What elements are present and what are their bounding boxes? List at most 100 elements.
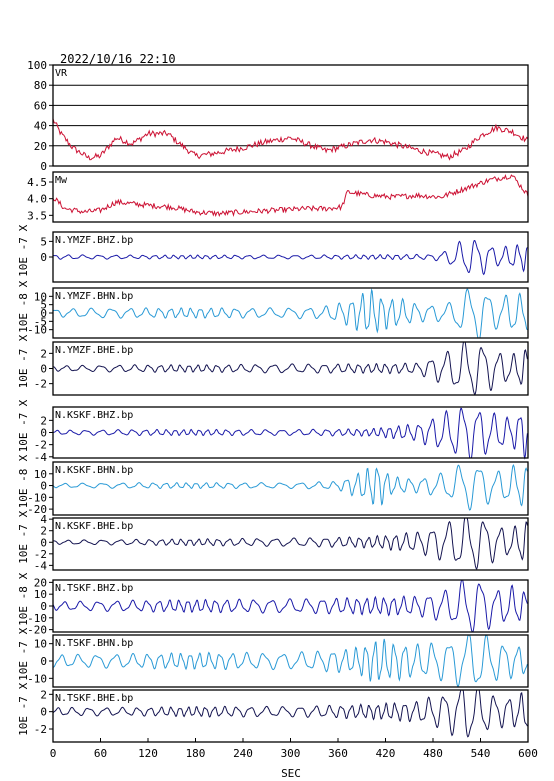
- y-tick-label: 80: [34, 79, 47, 92]
- y-tick-label: 0: [40, 160, 47, 173]
- y-multiplier-x: X: [17, 224, 30, 231]
- x-tick-label: 240: [233, 747, 253, 760]
- panel-label: Mw: [55, 175, 68, 186]
- y-tick-label: 20: [34, 576, 47, 589]
- y-tick-label: 0: [40, 655, 47, 668]
- x-tick-label: 480: [423, 747, 443, 760]
- x-tick-label: 300: [281, 747, 301, 760]
- series-line: [52, 463, 528, 511]
- y-exponent-label: 10E -8: [17, 293, 30, 333]
- y-multiplier-x: X: [17, 280, 30, 287]
- y-tick-label: -4: [34, 451, 48, 464]
- y-tick-label: -2: [34, 548, 47, 561]
- y-tick-label: 0: [40, 600, 47, 613]
- y-exponent-label: 10E -8: [17, 586, 30, 626]
- x-tick-label: 420: [376, 747, 396, 760]
- y-tick-label: 0: [40, 251, 47, 264]
- y-tick-label: 2: [40, 688, 47, 701]
- panel-label: N.TSKF.BHE.bp: [55, 693, 133, 704]
- y-tick-label: 2: [40, 525, 47, 538]
- y-tick-label: 0: [40, 307, 47, 320]
- y-tick-label: 0: [40, 427, 47, 440]
- panel-label: VR: [55, 68, 68, 79]
- series-line: [52, 173, 529, 217]
- panel-n-tskf-bhe-bp: 2 0 -2 N.TSKF.BHE.bp 10E -7 X: [17, 682, 529, 743]
- panel-label: N.KSKF.BHE.bp: [55, 521, 133, 532]
- y-tick-label: 0: [40, 480, 47, 493]
- x-tick-label: 540: [471, 747, 491, 760]
- y-multiplier-x: X: [17, 682, 30, 689]
- series-line: [52, 341, 528, 396]
- y-exponent-label: 10E -7: [17, 237, 30, 277]
- y-tick-label: 3.5: [27, 209, 47, 222]
- y-tick-label: 4.5: [27, 176, 47, 189]
- panel-label: N.TSKF.BHZ.bp: [55, 583, 133, 594]
- y-tick-label: 4: [40, 513, 47, 526]
- y-multiplier-x: X: [17, 334, 30, 341]
- panel-vr: 100 80 60 40 20 0 VR: [27, 59, 529, 173]
- y-multiplier-x: X: [17, 627, 30, 634]
- y-tick-label: 5: [40, 235, 47, 248]
- y-exponent-label: 10E -7: [17, 413, 30, 453]
- series-line: [52, 517, 528, 570]
- y-exponent-label: 10E -8: [17, 469, 30, 509]
- y-tick-label: 2: [40, 414, 47, 427]
- series-line: [53, 239, 528, 276]
- y-tick-label: 2: [40, 347, 47, 360]
- panel-label: N.YMZF.BHE.bp: [55, 345, 133, 356]
- y-tick-label: -10: [27, 672, 47, 685]
- x-tick-label: 360: [328, 747, 348, 760]
- y-tick-label: 10: [34, 468, 47, 481]
- y-exponent-label: 10E -7: [17, 641, 30, 681]
- x-tick-label: 0: [50, 747, 57, 760]
- y-tick-label: 10: [34, 290, 47, 303]
- panel-frame: [52, 517, 529, 571]
- series-line: [52, 407, 528, 460]
- y-tick-label: 20: [34, 140, 47, 153]
- y-exponent-label: 10E -7: [17, 524, 30, 564]
- y-exponent-label: 10E -7: [17, 696, 30, 736]
- y-tick-label: -20: [27, 624, 47, 637]
- y-tick-label: 40: [34, 120, 47, 133]
- series-line: [52, 118, 529, 161]
- x-axis-label: SEC: [281, 767, 301, 780]
- panel-n-kskf-bhe-bp: 420-2-4 N.KSKF.BHE.bp 10E -7 X: [17, 510, 529, 572]
- panel-label: N.YMZF.BHN.bp: [55, 291, 133, 302]
- y-tick-label: 60: [34, 99, 47, 112]
- y-tick-label: -10: [27, 612, 47, 625]
- panel-label: N.TSKF.BHN.bp: [55, 638, 133, 649]
- y-tick-label: 4.0: [27, 193, 47, 206]
- panel-label: N.YMZF.BHZ.bp: [55, 235, 133, 246]
- panels-group: 100806040200VR4.54.03.5Mw50N.YMZF.BHZ.bp…: [17, 59, 529, 743]
- panel-frame: [52, 171, 529, 223]
- y-tick-label: 10: [34, 638, 47, 651]
- y-tick-label: -4: [34, 559, 48, 572]
- y-tick-label: -2: [34, 439, 47, 452]
- y-multiplier-x: X: [17, 454, 30, 461]
- panel-frame: [52, 461, 529, 516]
- y-tick-label: -2: [34, 378, 47, 391]
- y-tick-label: 0: [40, 363, 47, 376]
- panel-frame: [52, 64, 529, 167]
- series-line: [52, 579, 528, 633]
- panel-mw: 4.5 4.0 3.5 Mw: [27, 171, 529, 223]
- panel-n-ymzf-bhe-bp: 2 0 -2 N.YMZF.BHE.bp 10E -7 X: [17, 334, 529, 396]
- y-tick-label: -2: [34, 723, 47, 736]
- x-axis: 0 60 120 180 240 300 360 420 480 540 600: [50, 738, 538, 760]
- y-tick-label: 5: [40, 299, 47, 312]
- x-tick-label: 600: [518, 747, 538, 760]
- y-tick-label: 10: [34, 588, 47, 601]
- y-multiplier-x: X: [17, 510, 30, 517]
- x-tick-label: 180: [186, 747, 206, 760]
- figure-title: 2022/10/16 22:10: [60, 52, 176, 66]
- y-exponent-label: 10E -7: [17, 349, 30, 389]
- panel-n-ymzf-bhz-bp: 5 0 N.YMZF.BHZ.bp 10E -7 X: [17, 224, 529, 283]
- y-tick-label: -10: [27, 491, 47, 504]
- x-tick-label: 120: [138, 747, 158, 760]
- series-line: [52, 634, 528, 687]
